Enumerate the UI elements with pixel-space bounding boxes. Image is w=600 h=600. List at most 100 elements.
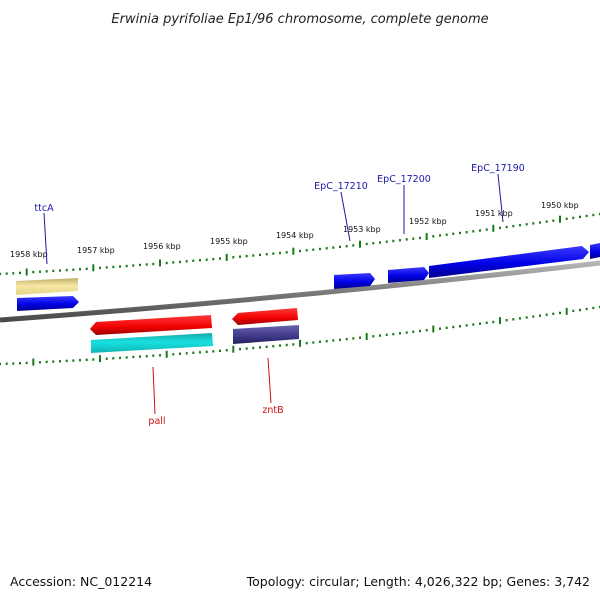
minor-tick [572,216,575,220]
minor-tick [65,359,68,363]
minor-tick [332,339,335,342]
forward-strand-genes [16,243,600,311]
major-tick [225,253,228,261]
minor-tick [199,351,201,354]
minor-tick [485,321,488,324]
minor-tick [405,238,408,241]
minor-tick [125,356,128,359]
gene-pall[interactable] [90,315,212,335]
minor-tick [139,355,141,358]
minor-tick [19,271,21,275]
minor-tick [545,220,548,223]
minor-tick [65,268,68,272]
leader-line-zntB [267,357,272,404]
minor-tick [545,313,548,316]
minor-tick [285,251,288,254]
minor-tick [465,324,468,327]
minor-tick [492,320,495,324]
minor-tick [365,242,368,246]
minor-tick [45,270,48,273]
minor-tick [172,261,175,264]
minor-tick [232,256,235,259]
minor-tick [379,241,381,244]
minor-tick [119,265,121,268]
minor-tick [479,229,481,232]
leader-line-EpC_17190 [497,173,504,223]
minor-tick [399,332,401,335]
minor-tick [19,362,21,365]
gene-EpC_17210[interactable] [334,273,375,289]
minor-tick [272,345,275,348]
minor-tick [105,357,108,360]
gene-arrow-blue[interactable] [17,296,79,311]
minor-tick [245,254,248,258]
topology-text: Topology: circular; Length: 4,026,322 bp… [246,574,590,589]
minor-tick [385,240,388,243]
gene-label-ttcA[interactable]: ttcA [34,203,54,214]
minor-tick [565,217,568,220]
gene-EpC_17200[interactable] [388,267,429,283]
kbp-labels: 1958 kbp 1957 kbp 1956 kbp 1955 kbp 1954… [10,201,579,259]
minor-tick [592,306,595,310]
minor-tick [445,326,448,329]
minor-tick [219,257,221,260]
minor-tick [392,332,395,336]
minor-tick [399,239,401,242]
minor-tick [519,224,521,227]
minor-tick [205,350,208,353]
minor-tick [425,329,428,332]
major-tick [359,240,361,248]
minor-tick [192,351,195,354]
minor-tick [432,235,435,238]
gene-arrow-blue-edge[interactable] [590,243,600,259]
major-tick [32,358,35,366]
gene-label-EpC_17190[interactable]: EpC_17190 [471,163,525,174]
minor-tick [212,257,215,261]
major-tick [565,307,568,315]
gene-ttcA[interactable] [16,278,78,295]
minor-tick [0,272,1,276]
minor-tick [525,223,528,226]
minor-tick [352,244,355,247]
minor-tick [259,253,261,257]
major-tick [25,268,28,276]
minor-tick [59,269,61,272]
gene-block-purple[interactable] [233,325,299,344]
minor-tick [305,249,308,252]
minor-tick [99,266,101,270]
gene-label-EpC_17200[interactable]: EpC_17200 [377,174,431,185]
minor-tick [172,353,175,356]
minor-tick [252,346,255,350]
minor-tick [79,359,81,362]
minor-tick [285,343,288,347]
gene-block-cyan[interactable] [91,333,213,353]
minor-tick [145,263,148,266]
gene-label-zntB[interactable]: zntB [262,405,283,416]
minor-tick [292,343,295,346]
minor-tick [79,268,81,271]
minor-tick [359,336,361,339]
minor-tick [459,325,461,328]
minor-tick [539,221,541,224]
gene-zntB[interactable] [232,308,298,325]
minor-tick [5,362,8,365]
major-tick [99,355,101,363]
minor-tick [465,231,468,234]
major-tick [232,345,235,353]
gene-label-EpC_17210[interactable]: EpC_17210 [314,181,368,192]
minor-tick [132,264,135,267]
minor-tick [279,251,281,255]
minor-tick [559,311,561,315]
minor-tick [412,237,415,240]
minor-tick [5,272,8,275]
minor-tick [112,265,115,269]
minor-tick [439,234,441,237]
minor-tick [205,258,208,261]
gene-EpC_17190[interactable] [429,246,589,278]
minor-tick [279,344,281,347]
gene-label-pall[interactable]: pall [148,416,165,427]
minor-tick [352,337,355,340]
minor-tick [412,330,415,333]
minor-tick [312,341,315,344]
